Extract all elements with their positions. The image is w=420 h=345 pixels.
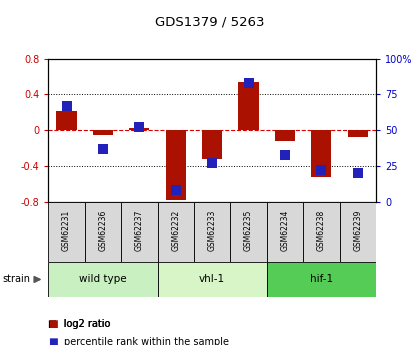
Text: ■: ■	[48, 337, 58, 345]
Text: percentile rank within the sample: percentile rank within the sample	[64, 337, 229, 345]
Text: vhl-1: vhl-1	[199, 275, 225, 284]
Text: ■: ■	[48, 319, 58, 329]
Point	[281, 152, 288, 157]
Bar	[202, 130, 222, 159]
Point	[245, 80, 252, 86]
Text: log2 ratio: log2 ratio	[64, 319, 111, 329]
Point	[354, 170, 361, 176]
Text: GDS1379 / 5263: GDS1379 / 5263	[155, 16, 265, 29]
Bar	[158, 262, 267, 297]
Text: GSM62233: GSM62233	[207, 210, 217, 252]
Bar	[303, 202, 339, 262]
Text: GSM62231: GSM62231	[62, 210, 71, 252]
Bar	[267, 202, 303, 262]
Text: GSM62234: GSM62234	[281, 210, 289, 252]
Bar	[165, 130, 186, 200]
Bar	[158, 202, 194, 262]
Text: wild type: wild type	[79, 275, 127, 284]
Point	[63, 103, 70, 109]
Bar	[339, 202, 376, 262]
Bar	[85, 202, 121, 262]
Bar	[57, 110, 76, 130]
Text: GSM62232: GSM62232	[171, 210, 180, 252]
Text: GSM62236: GSM62236	[98, 210, 108, 252]
Text: GSM62237: GSM62237	[135, 210, 144, 252]
Bar	[348, 130, 368, 137]
Text: strain: strain	[2, 275, 30, 284]
Point	[100, 146, 106, 151]
Text: GSM62239: GSM62239	[353, 210, 362, 252]
Bar	[194, 202, 230, 262]
Text: GSM62235: GSM62235	[244, 210, 253, 252]
Bar	[239, 82, 259, 130]
Text: ■  log2 ratio: ■ log2 ratio	[48, 319, 110, 329]
Bar	[311, 130, 331, 177]
Bar	[93, 130, 113, 135]
Point	[209, 160, 215, 166]
Point	[318, 168, 325, 173]
Point	[172, 188, 179, 193]
Bar	[129, 128, 150, 130]
Bar	[48, 202, 85, 262]
Bar	[275, 130, 295, 141]
Text: hif-1: hif-1	[310, 275, 333, 284]
Text: GSM62238: GSM62238	[317, 210, 326, 252]
Bar	[48, 262, 158, 297]
Point	[136, 125, 143, 130]
Bar	[267, 262, 376, 297]
Bar	[230, 202, 267, 262]
Bar	[121, 202, 158, 262]
